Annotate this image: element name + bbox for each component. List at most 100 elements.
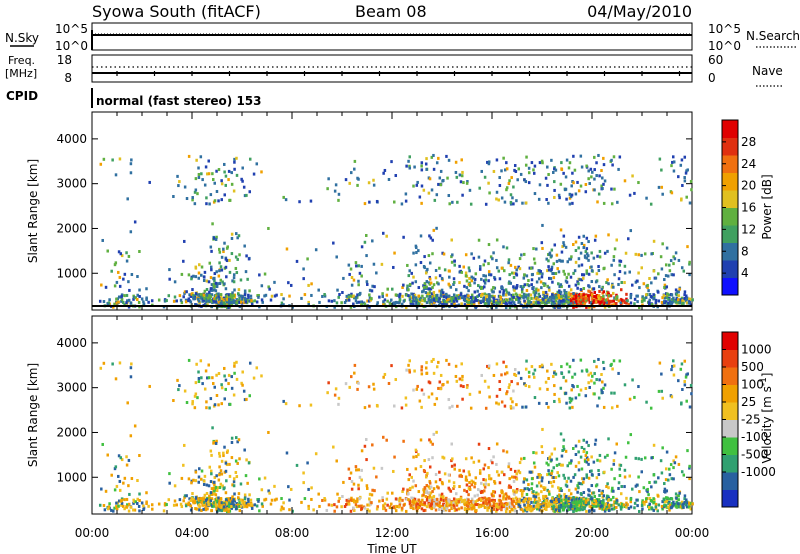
velocity-cell (668, 508, 671, 512)
power-cell (652, 297, 655, 301)
velocity-cell (572, 496, 575, 500)
power-cell (515, 199, 518, 203)
velocity-cell (117, 474, 120, 478)
power-cell (495, 158, 499, 162)
power-cell (133, 295, 136, 299)
power-cell (511, 196, 514, 200)
velocity-cell (123, 476, 127, 480)
power-cell (428, 282, 432, 286)
power-cell (202, 278, 206, 282)
power-cell (387, 177, 391, 181)
power-cell (207, 280, 211, 284)
velocity-cell (129, 366, 133, 370)
velocity-cell (360, 506, 363, 510)
velocity-cell (375, 475, 378, 479)
power-cell (323, 294, 327, 298)
y-tick-label: 1000 (56, 266, 87, 280)
power-cell (535, 297, 538, 301)
power-cell (438, 274, 442, 278)
power-cell (612, 255, 616, 259)
velocity-cell (444, 498, 448, 502)
power-cell (484, 278, 488, 282)
velocity-cell (202, 497, 206, 501)
power-cell (633, 297, 637, 301)
y-tick-label: 3000 (56, 381, 87, 395)
power-cell (640, 253, 643, 257)
velocity-cell (633, 506, 636, 510)
power-cell (582, 246, 586, 250)
power-cell (590, 280, 594, 284)
power-cell (365, 280, 369, 284)
velocity-cell (532, 490, 535, 494)
velocity-cell (197, 501, 200, 505)
velocity-cell (101, 442, 104, 446)
velocity-cell (634, 456, 638, 460)
power-cell (430, 303, 434, 307)
power-cell (227, 169, 231, 173)
velocity-cell (127, 484, 130, 488)
power-cell (310, 293, 313, 297)
power-cell (439, 169, 443, 173)
power-cell (663, 285, 666, 289)
velocity-cell (495, 505, 498, 509)
power-cell (168, 277, 171, 281)
velocity-cell (572, 475, 575, 479)
velocity-cell (560, 365, 563, 369)
velocity-cell (562, 375, 565, 379)
power-cell (295, 259, 299, 263)
power-cell (239, 278, 243, 282)
power-cell (382, 303, 385, 307)
power-cell (424, 291, 428, 295)
power-cell (488, 299, 492, 303)
power-cell (202, 293, 206, 297)
velocity-cell (554, 508, 558, 512)
velocity-cell (631, 487, 634, 491)
power-cell (558, 289, 561, 293)
velocity-cell (512, 499, 515, 503)
power-cell (547, 172, 550, 176)
power-cell (182, 295, 185, 299)
power-cell (357, 283, 360, 287)
velocity-cell (350, 487, 354, 491)
power-cell (448, 202, 451, 206)
velocity-cell (547, 463, 550, 467)
velocity-cell (427, 491, 431, 495)
power-cell (197, 166, 200, 170)
velocity-cell (612, 459, 616, 463)
nave-tick-top: 60 (708, 53, 723, 67)
power-cell (372, 262, 376, 266)
power-cell (480, 169, 483, 173)
velocity-cell (218, 465, 221, 469)
velocity-cell (570, 501, 574, 505)
velocity-cell (672, 364, 676, 368)
power-cell (168, 268, 171, 272)
power-cell (518, 293, 522, 297)
velocity-cell (673, 502, 677, 506)
velocity-cell (483, 463, 487, 467)
power-cell (487, 243, 491, 247)
velocity-cell (443, 506, 446, 510)
velocity-cell (611, 486, 614, 490)
power-cell (584, 296, 588, 300)
power-cell (487, 270, 491, 274)
power-cell (191, 196, 194, 200)
power-cell (553, 167, 556, 171)
velocity-cell (562, 508, 565, 512)
velocity-cell (230, 503, 233, 507)
velocity-cell (113, 488, 117, 492)
power-cell (664, 300, 668, 304)
power-cell (597, 296, 601, 300)
power-cell (570, 184, 573, 188)
power-cell (497, 198, 501, 202)
power-cell (196, 192, 199, 196)
power-cell (357, 300, 361, 304)
velocity-cell (562, 445, 565, 449)
power-cell (579, 154, 583, 158)
velocity-cell (429, 491, 433, 495)
power-cell (432, 283, 436, 287)
velocity-cell (663, 487, 667, 491)
velocity-cell (565, 501, 569, 505)
velocity-cell (104, 489, 108, 493)
power-cell (448, 275, 451, 279)
velocity-cell (223, 397, 226, 401)
